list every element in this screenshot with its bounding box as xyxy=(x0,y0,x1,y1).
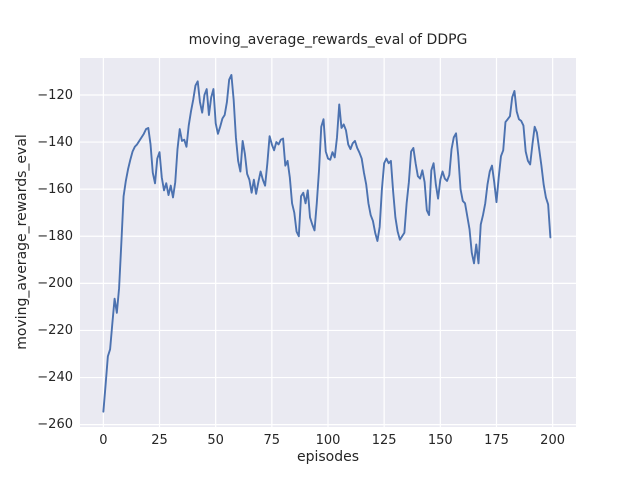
y-tick-label: −260 xyxy=(37,417,73,433)
x-tick-label: 50 xyxy=(207,433,224,448)
x-tick-label: 0 xyxy=(99,433,108,448)
y-tick-label: −180 xyxy=(37,228,73,244)
x-tick-label: 200 xyxy=(540,433,565,448)
x-tick-label: 150 xyxy=(427,433,453,448)
x-tick-label: 125 xyxy=(371,433,397,448)
chart-title: moving_average_rewards_eval of DDPG xyxy=(188,32,468,48)
x-tick-label: 175 xyxy=(484,433,509,448)
x-tick-label: 100 xyxy=(315,433,341,448)
x-axis-label: episodes xyxy=(296,449,360,465)
data-line xyxy=(102,73,552,413)
y-tick-label: −160 xyxy=(37,181,73,197)
x-tick-label: 25 xyxy=(151,433,168,448)
y-tick-label: −140 xyxy=(37,134,73,150)
y-tick-label: −240 xyxy=(37,370,73,385)
x-tick-label: 75 xyxy=(263,433,281,448)
y-tick-label: −120 xyxy=(37,87,73,103)
y-tick-label: −220 xyxy=(37,323,73,338)
y-tick-label: −200 xyxy=(37,275,73,291)
